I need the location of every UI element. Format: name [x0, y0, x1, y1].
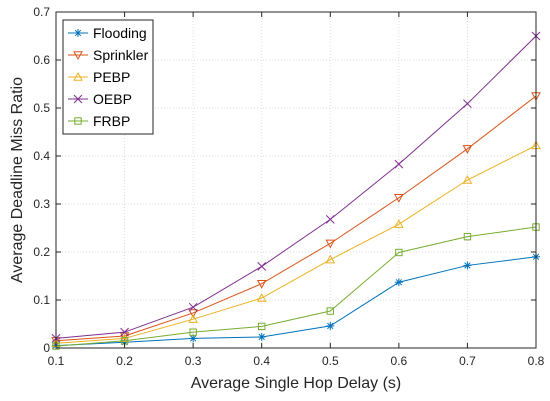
- x-tick-label: 0.6: [391, 354, 408, 368]
- x-tick-label: 0.7: [459, 354, 476, 368]
- y-tick-label: 0.1: [33, 293, 50, 307]
- legend-marker-frbp: [74, 117, 82, 125]
- data-point-flooding: [326, 321, 335, 330]
- data-point-flooding: [257, 332, 266, 341]
- y-tick-label: 0.2: [33, 245, 50, 259]
- data-point-pebp: [462, 174, 473, 184]
- data-point-frbp: [395, 248, 403, 257]
- x-tick-label: 0.5: [322, 354, 339, 368]
- legend-item-pebp: PEBP: [68, 69, 130, 85]
- data-point-pebp: [325, 254, 336, 264]
- data-point-frbp: [463, 232, 472, 241]
- plot-frame: [55, 11, 537, 349]
- data-point-frbp: [189, 328, 197, 336]
- legend-item-sprinkler: Sprinkler: [68, 47, 149, 63]
- series-line-frbp: [55, 226, 537, 347]
- legend-item-flooding: Flooding: [68, 25, 147, 41]
- y-tick-label: 0.6: [33, 53, 50, 67]
- data-point-flooding: [463, 261, 472, 270]
- x-tick-label: 0.2: [116, 354, 133, 368]
- x-axis-label: Average Single Hop Delay (s): [191, 375, 401, 392]
- y-tick-label: 0.4: [33, 149, 50, 163]
- legend-label-oebp: OEBP: [93, 91, 132, 107]
- data-point-sprinkler: [325, 239, 336, 249]
- series-pebp: [51, 140, 541, 347]
- legend-item-oebp: OEBP: [68, 91, 132, 107]
- legend-label-frbp: FRBP: [93, 113, 130, 129]
- data-point-oebp: [325, 215, 335, 224]
- y-tick-label: 0: [43, 341, 50, 355]
- series-line-pebp: [55, 144, 537, 344]
- series-line-sprinkler: [55, 95, 537, 342]
- legend-marker-pebp: [73, 71, 83, 81]
- data-point-sprinkler: [462, 145, 473, 154]
- data-point-flooding: [394, 278, 403, 287]
- data-point-pebp: [394, 219, 404, 228]
- data-point-sprinkler: [256, 279, 267, 289]
- data-point-oebp: [257, 262, 267, 271]
- series-line-flooding: [55, 256, 537, 347]
- series-line-oebp: [55, 35, 537, 339]
- series-frbp: [52, 223, 540, 350]
- legend-marker-sprinkler: [73, 51, 83, 61]
- y-axis-label: Average Deadline Miss Ratio: [9, 77, 26, 283]
- data-point-pebp: [188, 314, 198, 323]
- legend-marker-oebp: [73, 94, 83, 104]
- data-point-frbp: [258, 322, 266, 331]
- legend-marker-flooding: [74, 29, 82, 37]
- data-point-pebp: [256, 293, 267, 302]
- x-tick-label: 0.8: [528, 354, 545, 368]
- data-point-sprinkler: [188, 309, 198, 318]
- y-tick-label: 0.5: [33, 101, 50, 115]
- legend: Flooding Sprinkler PEBP OEBP FRBP: [62, 19, 154, 135]
- data-point-oebp: [394, 159, 404, 169]
- legend-label-pebp: PEBP: [93, 69, 130, 85]
- data-point-sprinkler: [394, 194, 404, 203]
- data-point-oebp: [463, 99, 472, 109]
- series-group: [51, 31, 541, 350]
- x-tick-label: 0.1: [48, 354, 65, 368]
- legend-label-sprinkler: Sprinkler: [93, 47, 149, 63]
- legend-item-frbp: FRBP: [68, 113, 130, 129]
- data-point-frbp: [326, 307, 334, 315]
- data-point-oebp: [188, 302, 198, 312]
- y-tick-label: 0.3: [33, 197, 50, 211]
- tick-group: 0.1 0.2 0.3 0.4 0.5 0.6 0.7 0.800.10.20.30.40.5…: [33, 5, 544, 368]
- y-tick-label: 0.7: [33, 5, 50, 19]
- x-tick-label: 0.4: [253, 354, 270, 368]
- legend-label-flooding: Flooding: [93, 25, 147, 41]
- x-tick-label: 0.3: [185, 354, 202, 368]
- data-point-oebp: [120, 327, 129, 337]
